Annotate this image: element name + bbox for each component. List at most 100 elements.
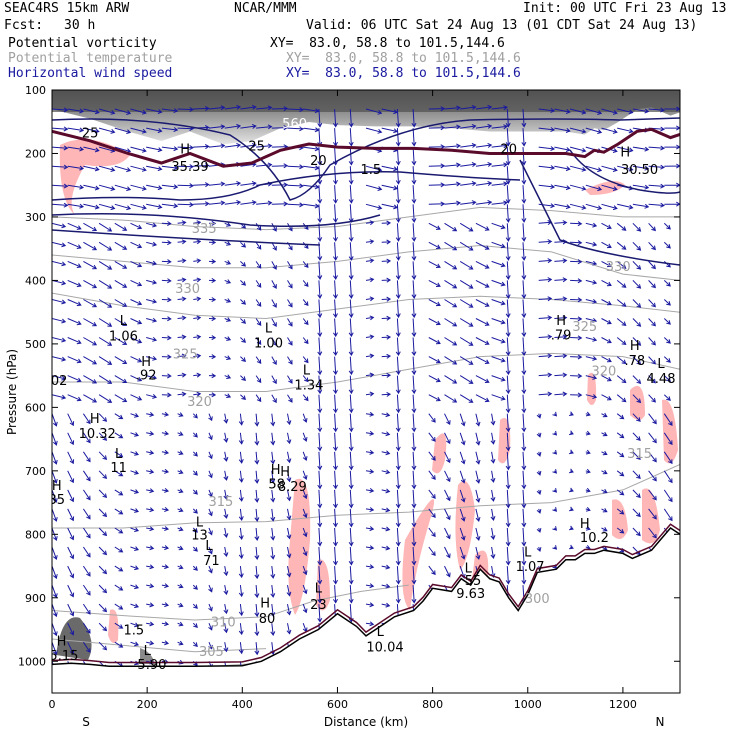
wind-vector: [601, 222, 612, 229]
wind-vector: [475, 222, 490, 231]
wind-vector: [254, 470, 260, 484]
wind-vector: [161, 621, 170, 627]
wind-vector: [381, 488, 391, 494]
wind-vector: [114, 203, 132, 211]
wind-vector: [679, 604, 680, 606]
wind-vector: [130, 108, 147, 115]
wind-vector: [632, 108, 650, 114]
wind-vector: [616, 451, 625, 458]
wind-vector: [569, 525, 574, 531]
wind-vector: [302, 451, 308, 462]
wind-vector: [570, 373, 583, 379]
wind-vector: [536, 527, 542, 533]
wind-vector: [240, 142, 257, 148]
wind-vector: [177, 412, 184, 417]
wind-vector: [130, 222, 143, 230]
wind-vector: [663, 222, 671, 230]
wind-vector: [428, 241, 441, 249]
wind-vector: [270, 566, 276, 579]
wind-vector: [491, 222, 506, 230]
wind-vector: [428, 279, 441, 287]
wind-vector: [365, 449, 375, 455]
wind-vector: [177, 564, 184, 570]
wind-vector: [632, 527, 641, 537]
wind-vector: [52, 508, 58, 522]
wind-vector: [208, 623, 213, 631]
wind-vector: [67, 184, 85, 190]
wind-vector: [411, 128, 417, 147]
wind-vector: [648, 164, 665, 170]
wind-vector: [395, 108, 401, 128]
wind-vector: [365, 277, 375, 283]
wind-vector: [585, 298, 598, 304]
wind-vector: [459, 375, 474, 384]
wind-vector: [679, 623, 680, 625]
wind-vector: [240, 375, 246, 381]
wind-vector: [459, 546, 466, 560]
wind-vector: [254, 566, 260, 580]
wind-vector: [208, 277, 217, 284]
wind-vector: [411, 451, 417, 471]
wind-vector: [601, 279, 612, 287]
wind-vector: [114, 565, 124, 572]
wind-vector: [505, 470, 511, 490]
wind-vector: [663, 508, 673, 522]
wind-vector: [161, 564, 170, 570]
wind-vector: [317, 470, 323, 490]
annotation-label: 35: [49, 493, 66, 508]
wind-vector: [616, 280, 627, 288]
wind-vector: [679, 337, 680, 339]
y-tick-label: 300: [25, 211, 46, 224]
wind-vector: [505, 432, 511, 452]
wind-vector: [585, 165, 603, 173]
wind-vector: [208, 354, 217, 360]
annotation-label: 560: [282, 117, 307, 132]
wind-vector: [256, 143, 273, 149]
annotation-label: 1.5: [123, 624, 144, 639]
wind-vector: [491, 143, 508, 149]
wind-vector: [521, 318, 527, 338]
annotation-label: 320: [591, 365, 616, 380]
pv-shading-low-left: [56, 617, 92, 660]
wind-vector: [365, 220, 375, 226]
wind-vector: [130, 412, 140, 418]
wind-vector: [411, 508, 417, 528]
wind-vector: [569, 449, 574, 455]
wind-vector: [475, 200, 493, 205]
wind-vector: [161, 240, 172, 246]
annotation-label: 35.39: [171, 160, 208, 175]
wind-vector: [130, 489, 140, 494]
wind-vector: [679, 203, 680, 205]
wind-vector: [505, 166, 511, 185]
wind-vector: [114, 375, 128, 383]
wind-vector: [238, 604, 244, 617]
wind-vector: [679, 280, 680, 281]
annotation-label: H: [556, 314, 566, 329]
wind-vector: [302, 261, 309, 269]
wind-vector: [395, 585, 401, 604]
wind-vector: [146, 640, 155, 646]
wind-vector: [114, 451, 124, 458]
wind-vector: [52, 356, 67, 362]
wind-vector: [601, 165, 618, 172]
annotation-label: .92: [136, 368, 157, 383]
wind-vector: [223, 508, 229, 519]
wind-vector: [552, 545, 558, 550]
wind-vector: [505, 451, 511, 471]
wind-vector: [601, 184, 618, 191]
wind-vector: [193, 391, 202, 397]
wind-vector: [444, 565, 451, 578]
wind-vector: [538, 184, 556, 190]
wind-vector: [130, 146, 147, 153]
wind-vector: [679, 508, 680, 510]
wind-vector: [617, 127, 634, 134]
wind-vector: [617, 203, 634, 210]
wind-vector: [505, 527, 511, 547]
wind-vector: [348, 108, 354, 128]
wind-vector: [114, 337, 128, 345]
wind-vector: [67, 375, 82, 383]
wind-vector: [616, 261, 627, 269]
annotation-label: H: [141, 355, 151, 370]
wind-vector: [536, 489, 542, 495]
wind-vector: [161, 108, 179, 114]
